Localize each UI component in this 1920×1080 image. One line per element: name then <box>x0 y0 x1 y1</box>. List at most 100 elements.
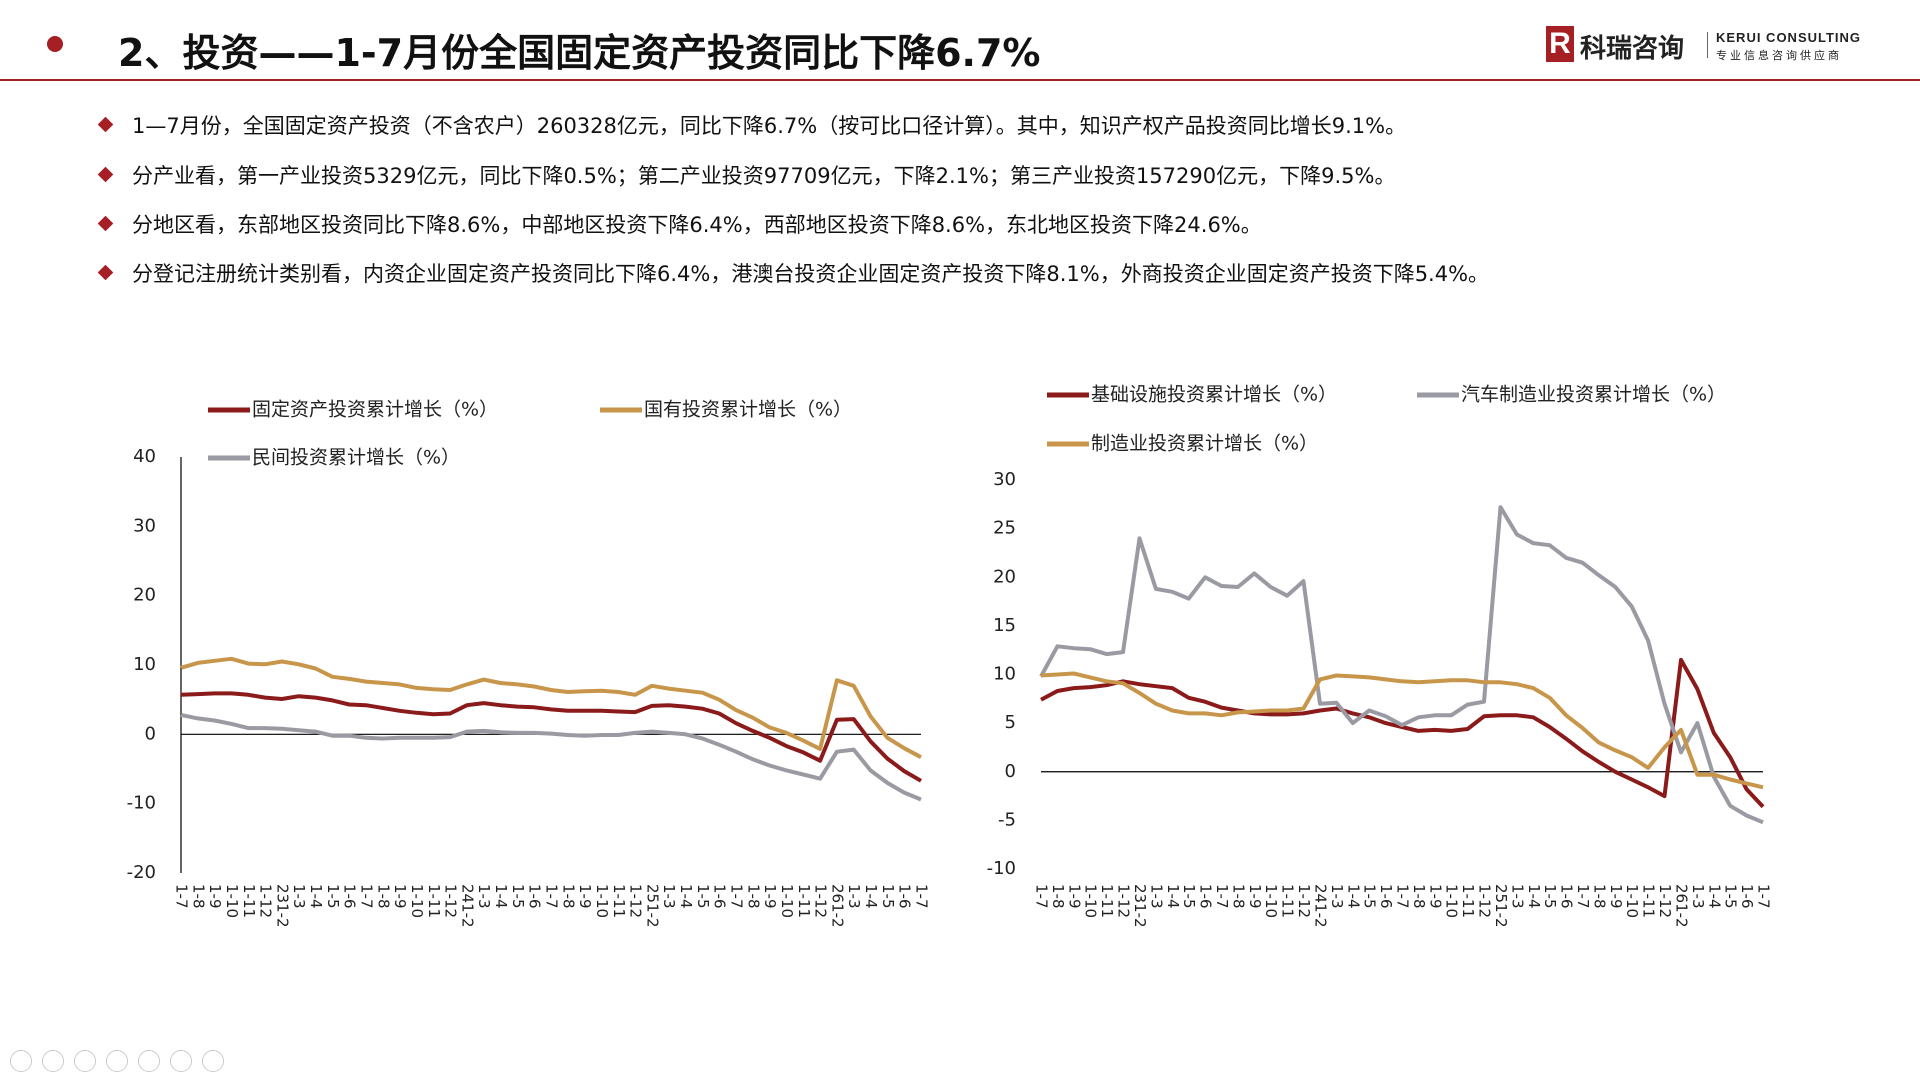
x-tick-label: 1-11 <box>1279 884 1297 918</box>
x-tick-label: 1-5 <box>1541 884 1559 909</box>
x-tick-label: 1-9 <box>1246 884 1264 909</box>
x-tick-label: 1-10 <box>1082 884 1100 918</box>
x-tick-label: 1-7 <box>173 884 191 909</box>
x-tick-label: 1-7 <box>543 884 561 909</box>
x-tick-label: 1-11 <box>1098 884 1116 918</box>
legend-label: 民间投资累计增长（%） <box>252 447 460 469</box>
x-tick-label: 1-5 <box>879 884 897 909</box>
y-tick-label: -5 <box>998 809 1016 830</box>
x-tick-label: 1-10 <box>408 884 426 918</box>
x-tick-label: 1-8 <box>1590 884 1608 909</box>
toolbar-button[interactable] <box>138 1050 160 1072</box>
x-tick-label: 1-9 <box>576 884 594 909</box>
legend-label: 汽车制造业投资累计增长（%） <box>1461 384 1726 406</box>
x-tick-label: 1-11 <box>795 884 813 918</box>
x-tick-label: 1-9 <box>206 884 224 909</box>
y-tick-label: 20 <box>993 566 1016 587</box>
data-line <box>180 691 923 783</box>
x-tick-label: 1-10 <box>778 884 796 918</box>
x-tick-label: 1-9 <box>761 884 779 909</box>
x-tick-label: 1-10 <box>1623 884 1641 918</box>
x-tick-label: 1-3 <box>1508 884 1526 909</box>
x-tick-label: 1-7 <box>1574 884 1592 909</box>
x-tick-label: 1-5 <box>324 884 342 909</box>
x-tick-label: 1-7 <box>913 884 931 909</box>
toolbar-button[interactable] <box>202 1050 224 1072</box>
bullet-text: 分产业看，第一产业投资5329亿元，同比下降0.5%；第二产业投资97709亿元… <box>132 164 1396 188</box>
y-tick-label: -10 <box>987 858 1016 879</box>
toolbar-button[interactable] <box>10 1050 32 1072</box>
x-tick-label: 261-2 <box>1672 884 1690 928</box>
y-tick-label: -20 <box>127 862 156 883</box>
y-tick-label: 5 <box>1005 712 1016 733</box>
x-tick-label: 1-8 <box>559 884 577 909</box>
x-tick-label: 1-3 <box>660 884 678 909</box>
x-tick-label: 1-4 <box>492 884 510 909</box>
x-tick-label: 1-3 <box>475 884 493 909</box>
x-tick-label: 1-6 <box>526 884 544 909</box>
x-tick-label: 1-11 <box>610 884 628 918</box>
x-tick-label: 1-4 <box>862 884 880 909</box>
y-tick-label: 30 <box>133 515 156 536</box>
x-tick-label: 1-8 <box>1410 884 1428 909</box>
x-tick-label: 1-10 <box>593 884 611 918</box>
x-tick-label: 1-7 <box>1033 884 1051 909</box>
logo-name: 科瑞咨询 <box>1580 34 1685 64</box>
x-tick-label: 241-2 <box>1311 884 1329 928</box>
header-rule <box>0 79 1920 81</box>
data-line <box>1039 505 1764 825</box>
x-tick-label: 1-12 <box>257 884 275 918</box>
toolbar-button[interactable] <box>170 1050 192 1072</box>
x-tick-label: 1-12 <box>812 884 830 918</box>
x-tick-label: 1-4 <box>1525 884 1543 909</box>
x-tick-label: 231-2 <box>1131 884 1149 928</box>
y-tick-label: 0 <box>1005 761 1016 782</box>
slide-title: 2、投资——1-7月份全国固定资产投资同比下降6.7% <box>118 31 1041 75</box>
x-tick-label: 1-6 <box>1738 884 1756 909</box>
x-tick-label: 1-11 <box>425 884 443 918</box>
x-tick-label: 1-4 <box>307 884 325 909</box>
x-tick-label: 1-3 <box>1147 884 1165 909</box>
y-tick-label: 0 <box>145 723 156 744</box>
x-tick-label: 251-2 <box>643 884 661 928</box>
x-tick-label: 1-12 <box>442 884 460 918</box>
x-tick-label: 1-12 <box>1656 884 1674 918</box>
x-tick-label: 1-5 <box>694 884 712 909</box>
x-tick-label: 1-5 <box>1180 884 1198 909</box>
x-tick-label: 1-12 <box>1476 884 1494 918</box>
y-tick-label: 40 <box>133 446 156 467</box>
x-tick-label: 1-3 <box>290 884 308 909</box>
x-tick-label: 1-4 <box>677 884 695 909</box>
x-tick-label: 1-9 <box>1607 884 1625 909</box>
x-tick-label: 1-4 <box>1705 884 1723 909</box>
legend-label: 制造业投资累计增长（%） <box>1091 433 1318 455</box>
x-tick-label: 1-9 <box>1065 884 1083 909</box>
y-tick-label: 30 <box>993 469 1016 490</box>
x-tick-label: 1-3 <box>1328 884 1346 909</box>
logo-english: KERUI CONSULTING <box>1716 30 1862 45</box>
data-line <box>180 712 922 802</box>
bullet-text: 1—7月份，全国固定资产投资（不含农户）260328亿元，同比下降6.7%（按可… <box>132 114 1407 138</box>
y-tick-label: 10 <box>993 664 1016 685</box>
x-tick-label: 1-11 <box>240 884 258 918</box>
x-tick-label: 1-8 <box>744 884 762 909</box>
toolbar-button[interactable] <box>42 1050 64 1072</box>
x-tick-label: 1-11 <box>1459 884 1477 918</box>
x-tick-label: 261-2 <box>828 884 846 928</box>
y-tick-label: 20 <box>133 585 156 606</box>
x-tick-label: 1-11 <box>1640 884 1658 918</box>
x-tick-label: 1-5 <box>1361 884 1379 909</box>
x-tick-label: 1-10 <box>1262 884 1280 918</box>
x-tick-label: 1-6 <box>711 884 729 909</box>
x-tick-label: 1-10 <box>1443 884 1461 918</box>
logo-mark: R <box>1546 26 1574 62</box>
x-tick-label: 1-6 <box>896 884 914 909</box>
x-tick-label: 1-9 <box>391 884 409 909</box>
legend-label: 基础设施投资累计增长（%） <box>1091 384 1337 406</box>
x-tick-label: 1-6 <box>341 884 359 909</box>
x-tick-label: 1-6 <box>1197 884 1215 909</box>
toolbar-button[interactable] <box>106 1050 128 1072</box>
toolbar-button[interactable] <box>74 1050 96 1072</box>
x-tick-label: 1-9 <box>1426 884 1444 909</box>
